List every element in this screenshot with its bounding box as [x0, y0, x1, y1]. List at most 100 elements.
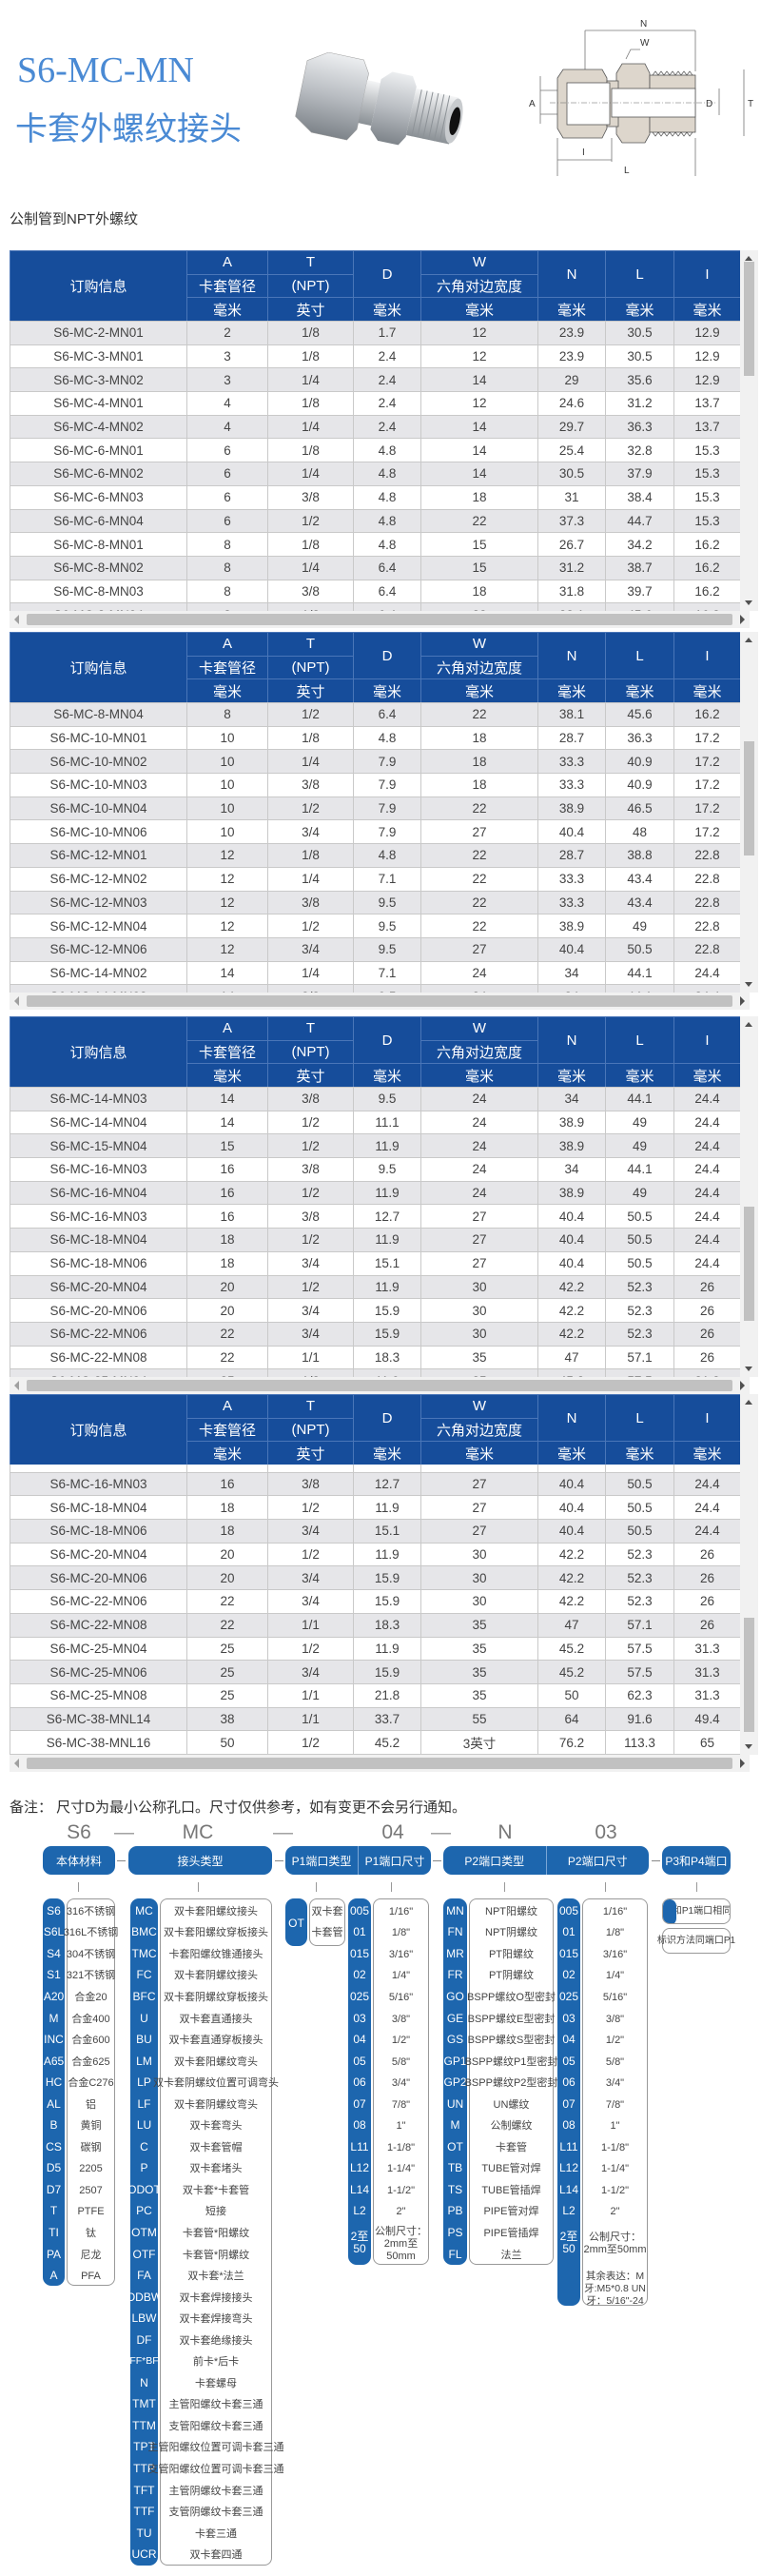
- scroll-up-arrow-icon[interactable]: [745, 1400, 752, 1405]
- scroll-down-arrow-icon[interactable]: [745, 600, 752, 605]
- table-row: S6-MC-8-MN02 8 1/4 6.4 15 31.2 38.7 16.2: [10, 555, 740, 580]
- code-item: BMC: [131, 1925, 157, 1939]
- scroll-left-arrow-icon[interactable]: [14, 1759, 19, 1768]
- table-body[interactable]: S6-MC-2-MN01 2 1/8 1.7 12 23.9 30.5 12.9 S6-MC-3…: [10, 321, 740, 611]
- code-item: LU: [136, 2118, 152, 2133]
- vertical-scrollbar[interactable]: [740, 1016, 758, 1377]
- code-desc: 1-1/2": [387, 2184, 415, 2196]
- scroll-right-arrow-icon[interactable]: [740, 615, 745, 624]
- cell: 30.5: [537, 462, 606, 486]
- scroll-left-arrow-icon[interactable]: [14, 996, 19, 1006]
- cell: 64: [537, 1706, 606, 1732]
- code-desc: 合金20: [74, 1991, 107, 2003]
- cell: 4.8: [353, 508, 421, 534]
- cell: 22: [420, 796, 538, 821]
- scroll-left-arrow-icon[interactable]: [14, 1381, 19, 1390]
- cell: 12: [186, 914, 268, 938]
- vertical-scrollbar[interactable]: [740, 632, 758, 993]
- scroll-up-arrow-icon[interactable]: [745, 1022, 752, 1027]
- cell: 3/4: [267, 1589, 354, 1614]
- col-a: A: [186, 250, 268, 275]
- scrollbar-thumb[interactable]: [27, 995, 732, 1007]
- tick: [696, 1882, 697, 1892]
- code-desc: 1-1/8": [387, 2141, 415, 2153]
- cell: 15.1: [353, 1519, 421, 1544]
- code-item: ODBW: [126, 2290, 163, 2304]
- header-material-label: 本体材料: [55, 1854, 102, 1868]
- cell: 22: [420, 602, 538, 611]
- cell: 1/1: [267, 1345, 354, 1370]
- scroll-left-arrow-icon[interactable]: [14, 615, 19, 624]
- vertical-scrollbar[interactable]: [740, 250, 758, 611]
- table-row: S6-MC-6-MN02 6 1/4 4.8 14 30.5 37.9 15.3: [10, 462, 740, 486]
- cell: 1/2: [267, 602, 354, 611]
- code-item: INC: [44, 2033, 64, 2047]
- code-item: PS: [447, 2225, 463, 2239]
- cell: 1/8: [267, 391, 354, 416]
- scrollbar-thumb[interactable]: [744, 741, 754, 855]
- cell: 1/2: [267, 702, 354, 727]
- code-item: 05: [562, 2054, 576, 2068]
- cell: 6: [186, 508, 268, 534]
- scrollbar-thumb[interactable]: [27, 1380, 732, 1391]
- cell: 9.5: [353, 890, 421, 915]
- code-item: D5: [46, 2161, 62, 2175]
- scroll-up-arrow-icon[interactable]: [745, 256, 752, 261]
- cell: 3/8: [267, 773, 354, 797]
- cell: 57.1: [605, 1612, 674, 1638]
- cell: 10: [186, 819, 268, 845]
- scroll-right-arrow-icon[interactable]: [740, 1381, 745, 1390]
- cell: 24: [420, 1087, 538, 1111]
- scroll-right-arrow-icon[interactable]: [740, 1759, 745, 1768]
- cell: S6-MC-14-MN03: [10, 984, 187, 993]
- scroll-up-arrow-icon[interactable]: [745, 638, 752, 642]
- scroll-down-arrow-icon[interactable]: [745, 982, 752, 987]
- cell: 26: [673, 1542, 740, 1567]
- cell: S6-MC-12-MN04: [10, 914, 187, 938]
- connector-dash: [433, 1860, 441, 1861]
- code-item: GP2: [443, 2075, 467, 2090]
- code-desc: 双卡套堵头: [189, 2163, 243, 2175]
- scroll-down-arrow-icon[interactable]: [745, 1744, 752, 1749]
- horizontal-scrollbar[interactable]: [10, 1377, 750, 1394]
- table-body[interactable]: S6-MC-8-MN04 8 1/2 6.4 22 38.1 45.6 16.2 S6-MC-1…: [10, 702, 740, 993]
- cell: 49: [605, 1133, 674, 1159]
- cell: 11.9: [353, 1636, 421, 1662]
- scroll-right-arrow-icon[interactable]: [740, 996, 745, 1006]
- code-desc: 321不锈钢: [66, 1970, 116, 1982]
- code-desc: PIPE管对焊: [483, 2206, 539, 2218]
- scroll-down-arrow-icon[interactable]: [745, 1367, 752, 1371]
- scrollbar-thumb[interactable]: [744, 1207, 754, 1321]
- code-desc: 5/8": [391, 2055, 411, 2068]
- code-desc: BSPP螺纹E型密封: [467, 2013, 556, 2025]
- cell: S6-MC-10-MN02: [10, 749, 187, 775]
- header-p3p4: P3和P4端口: [662, 1846, 731, 1875]
- scrollbar-thumb[interactable]: [744, 1618, 754, 1732]
- dim-l-label: L: [624, 166, 630, 176]
- vertical-scrollbar[interactable]: [740, 1394, 758, 1755]
- cell: S6-MC-20-MN04: [10, 1274, 187, 1300]
- code-desc: 1": [610, 2120, 620, 2133]
- code-desc: BSPP螺纹P2型密封: [464, 2077, 558, 2090]
- tick: [198, 1882, 199, 1892]
- scrollbar-thumb[interactable]: [27, 614, 732, 625]
- code-item: 08: [353, 2118, 366, 2133]
- cell: 20: [186, 1542, 268, 1567]
- horizontal-scrollbar[interactable]: [10, 611, 750, 628]
- table-body[interactable]: S6-MC-16-MN04161/211.92438.94924.4S6-MC-…: [10, 1465, 740, 1755]
- scrollbar-thumb[interactable]: [744, 262, 754, 376]
- table-body[interactable]: S6-MC-14-MN03 14 3/8 9.5 24 34 44.1 24.4 S6-MC-1…: [10, 1087, 740, 1377]
- code-item: FA: [137, 2269, 151, 2283]
- cell: 9.5: [353, 936, 421, 962]
- scrollbar-thumb[interactable]: [27, 1758, 732, 1769]
- cell: 17.2: [673, 773, 740, 797]
- product-code-title: S6-MC-MN: [17, 50, 194, 90]
- cell: 24: [420, 1157, 538, 1182]
- horizontal-scrollbar[interactable]: [10, 1755, 750, 1772]
- table-row: S6-MC-6-MN03 6 3/8 4.8 18 31 38.4 15.3: [10, 484, 740, 510]
- cell: 25: [186, 1660, 268, 1684]
- cell: 22: [186, 1345, 268, 1370]
- horizontal-scrollbar[interactable]: [10, 993, 750, 1010]
